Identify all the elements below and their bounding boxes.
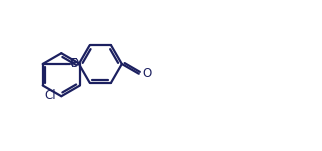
Text: F: F xyxy=(71,58,78,71)
Text: O: O xyxy=(70,58,79,71)
Text: O: O xyxy=(142,67,152,80)
Text: Cl: Cl xyxy=(45,89,56,102)
